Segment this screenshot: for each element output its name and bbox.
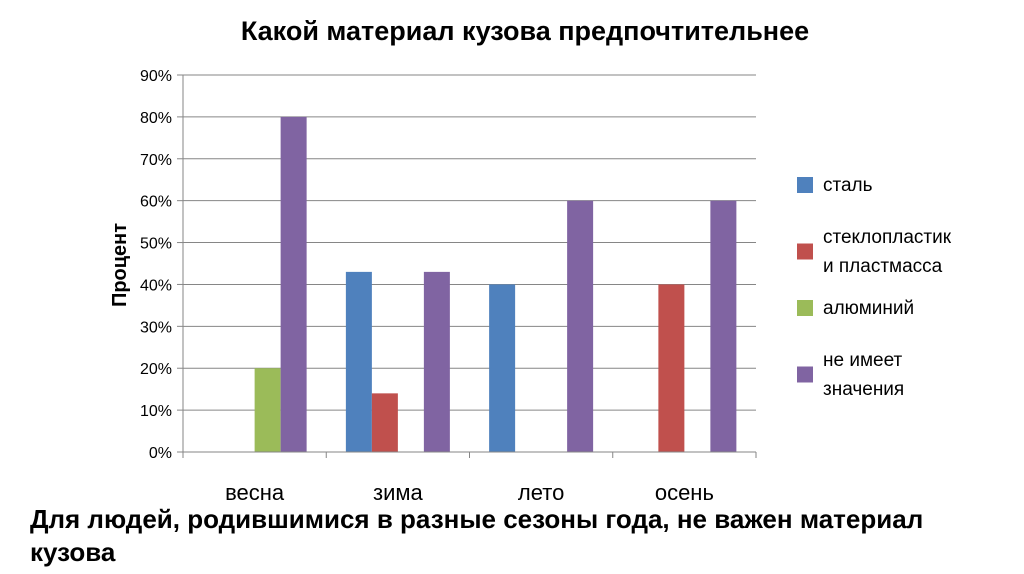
y-tick-label: 0% [149,445,172,462]
y-tick-label: 50% [140,236,172,253]
y-tick-label: 10% [140,403,172,420]
bar [280,116,307,452]
bar [567,200,594,452]
legend-label: сталь [823,175,873,196]
y-tick-label: 20% [140,361,172,378]
x-category-label: зима [373,480,424,505]
legend-label: стеклопластик [823,227,952,248]
axes: 0% 10% 20% 30% 40% 50% 60% 70% 80% 90% весна зима ле… [140,68,757,505]
bar [489,284,516,452]
bar [658,284,685,452]
legend: сталь стеклопластик и пластмасса алюминий не… [797,175,952,400]
bar [345,271,372,452]
slide-caption: Для людей, родившимися в разные сезоны г… [30,504,924,567]
legend-swatch [797,243,813,260]
legend-swatch [797,366,813,383]
legend-label: алюминий [823,298,914,319]
chart-title: Какой материал кузова предпочтительнее [241,16,809,46]
bar [371,393,398,452]
legend-label: не имеет [823,350,903,371]
y-axis-label: Процент [109,223,131,307]
legend-label: и пластмасса [823,256,943,277]
y-tick-label: 30% [140,319,172,336]
bars [254,116,737,452]
x-category-label: весна [225,480,285,505]
y-tick-label: 60% [140,194,172,211]
bar [254,368,281,452]
legend-swatch [797,177,813,193]
bar [710,200,737,452]
y-tick-label: 70% [140,152,172,169]
y-tick-label: 90% [140,68,172,85]
legend-swatch [797,300,813,316]
x-category-label: лето [518,480,564,505]
legend-label: значения [823,379,904,400]
y-tick-label: 80% [140,110,172,127]
x-category-label: осень [655,480,714,505]
y-tick-label: 40% [140,277,172,294]
bar [423,271,450,452]
